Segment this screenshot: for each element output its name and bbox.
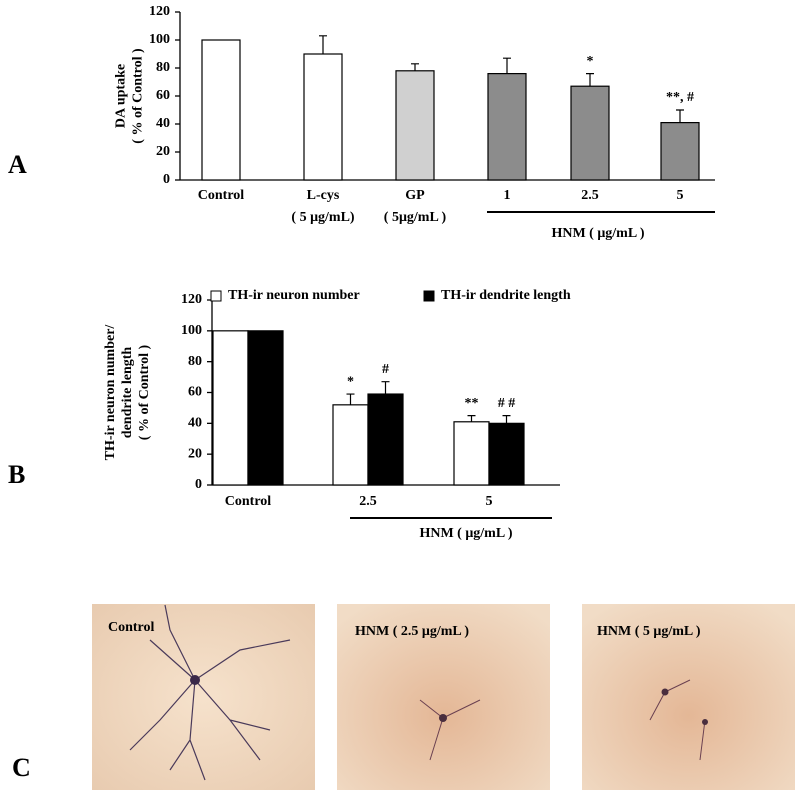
- error-bar: [346, 393, 355, 405]
- error-bar: [503, 57, 511, 74]
- bar: [247, 330, 284, 486]
- x-tick-label: 1: [504, 188, 511, 203]
- bar: [660, 121, 700, 181]
- x-tick-label: 2.5: [359, 494, 377, 509]
- y-tick-label: 100: [181, 323, 202, 338]
- y-tick-label: 0: [163, 172, 170, 187]
- bar: [201, 39, 241, 181]
- x-tick-label: 5: [486, 494, 493, 509]
- photo-caption: HNM ( 5 μg/mL ): [597, 624, 701, 639]
- panel-label: C: [12, 753, 31, 782]
- legend-label: TH-ir neuron number: [228, 288, 360, 303]
- legend-swatch: [423, 290, 435, 302]
- y-tick-label: 80: [188, 354, 202, 369]
- legend-swatch: [210, 290, 222, 302]
- annotation: # #: [498, 396, 516, 411]
- group-label: HNM ( μg/mL ): [551, 226, 644, 241]
- bar: [332, 404, 369, 486]
- photo-caption: Control: [108, 620, 155, 635]
- x-tick-label: Control: [225, 494, 272, 509]
- y-tick-label: 40: [188, 416, 202, 431]
- annotation: *: [347, 374, 354, 389]
- photo-bg: [92, 604, 315, 790]
- y-tick-label: 20: [188, 446, 202, 461]
- x-tick-label: GP: [405, 188, 425, 203]
- soma: [702, 719, 708, 725]
- group-label: HNM ( μg/mL ): [419, 526, 512, 541]
- error-bar: [467, 415, 476, 422]
- soma: [190, 675, 200, 685]
- photo: [92, 604, 315, 790]
- y-tick-label: 40: [156, 116, 170, 131]
- soma: [439, 714, 447, 722]
- y-tick-label: 60: [156, 88, 170, 103]
- neuron: [419, 699, 481, 761]
- annotation: *: [587, 54, 594, 69]
- photo-caption: HNM ( 2.5 μg/mL ): [355, 624, 469, 639]
- photo-bg: [582, 604, 795, 790]
- bar: [303, 53, 343, 181]
- panel-label: A: [8, 150, 27, 179]
- annotation: **, #: [666, 90, 694, 105]
- bar: [487, 72, 527, 181]
- y-axis-label: TH-ir neuron number/: [103, 324, 118, 461]
- y-axis-label: DA uptake: [114, 64, 129, 128]
- y-tick-label: 120: [181, 292, 202, 307]
- x-tick-label: 5: [677, 188, 684, 203]
- x-tick-label: 2.5: [581, 188, 599, 203]
- y-axis-label: dendrite length: [120, 347, 135, 439]
- error-bar: [411, 63, 419, 71]
- legend-label: TH-ir dendrite length: [441, 288, 571, 303]
- neuron: [649, 679, 706, 761]
- panel-label: B: [8, 460, 25, 489]
- bar: [488, 422, 525, 486]
- annotation: **: [465, 396, 479, 411]
- y-tick-label: 120: [149, 4, 170, 19]
- bar: [212, 330, 249, 486]
- x-tick-label: L-cys: [307, 188, 340, 203]
- error-bar: [502, 415, 511, 424]
- x-tick-sublabel: ( 5 μg/mL): [291, 210, 354, 225]
- neuron: [129, 604, 291, 781]
- x-tick-label: Control: [198, 188, 245, 203]
- bar: [453, 421, 490, 486]
- y-tick-label: 0: [195, 477, 202, 492]
- bar: [395, 70, 435, 181]
- error-bar: [676, 109, 684, 123]
- soma: [661, 688, 669, 696]
- y-axis-label: ( % of Control ): [137, 344, 152, 440]
- photo-bg: [337, 604, 550, 790]
- y-tick-label: 80: [156, 60, 170, 75]
- y-axis-label: ( % of Control ): [131, 48, 146, 144]
- y-tick-label: 20: [156, 144, 170, 159]
- error-bar: [319, 35, 327, 54]
- error-bar: [586, 73, 594, 87]
- x-tick-sublabel: ( 5μg/mL ): [384, 210, 447, 225]
- photo: [582, 604, 795, 790]
- y-tick-label: 100: [149, 32, 170, 47]
- bar: [367, 393, 404, 486]
- annotation: #: [382, 362, 389, 377]
- photo: [337, 604, 550, 790]
- bar: [570, 85, 610, 181]
- y-tick-label: 60: [188, 385, 202, 400]
- error-bar: [381, 381, 390, 395]
